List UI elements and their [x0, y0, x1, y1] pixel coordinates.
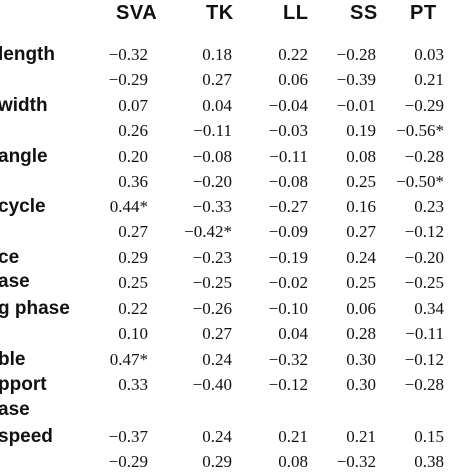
table-cell: −0.02 — [268, 273, 308, 292]
table-cell: 0.15 — [414, 427, 444, 446]
table-cell: −0.19 — [268, 248, 308, 267]
table-cell: −0.28 — [404, 147, 444, 166]
table-cell: −0.40 — [192, 375, 232, 394]
table-cell: −0.28 — [336, 45, 376, 64]
table-cell: −0.03 — [268, 121, 308, 140]
table-cell: −0.37 — [108, 427, 148, 446]
row-label: ce — [0, 247, 20, 268]
table-cell: 0.28 — [346, 324, 376, 343]
table-cell: 0.29 — [118, 248, 148, 267]
table-cell: −0.50* — [396, 172, 444, 191]
row-label: g phase — [0, 298, 70, 319]
table-cell: 0.06 — [346, 299, 376, 318]
row-label: length — [0, 44, 55, 65]
table-cell: 0.21 — [346, 427, 376, 446]
table-cell: −0.12 — [404, 222, 444, 241]
table-cell: −0.26 — [192, 299, 232, 318]
table-cell: 0.26 — [118, 121, 148, 140]
table-cell: 0.27 — [118, 222, 148, 241]
table-cell: 0.27 — [346, 222, 376, 241]
table-cell: 0.22 — [118, 299, 148, 318]
table-cell: 0.25 — [346, 172, 376, 191]
table-cell: −0.12 — [404, 350, 444, 369]
table-cell: 0.24 — [346, 248, 376, 267]
table-cell: 0.23 — [414, 197, 444, 216]
table-cell: 0.22 — [278, 45, 308, 64]
column-header-tk: TK — [206, 2, 234, 24]
row-label: cycle — [0, 196, 46, 217]
table-cell: −0.20 — [192, 172, 232, 191]
table-cell: −0.25 — [404, 273, 444, 292]
table-cell: 0.03 — [414, 45, 444, 64]
table-cell: 0.25 — [118, 273, 148, 292]
table-cell: −0.01 — [336, 96, 376, 115]
table-cell: 0.24 — [202, 427, 232, 446]
row-label: ase — [0, 399, 30, 420]
table-cell: 0.25 — [346, 273, 376, 292]
row-label: ble — [0, 349, 26, 370]
table-cell: −0.08 — [268, 172, 308, 191]
table-cell: 0.34 — [414, 299, 444, 318]
table-cell: −0.29 — [108, 452, 148, 471]
table-cell: −0.32 — [268, 350, 308, 369]
table-cell: −0.10 — [268, 299, 308, 318]
column-header-ss: SS — [350, 2, 378, 24]
table-cell: 0.30 — [346, 375, 376, 394]
table-cell: −0.25 — [192, 273, 232, 292]
table-cell: 0.29 — [202, 452, 232, 471]
table-cell: −0.04 — [268, 96, 308, 115]
table-cell: 0.27 — [202, 324, 232, 343]
table-cell: 0.33 — [118, 375, 148, 394]
table-cell: 0.44* — [109, 197, 148, 216]
table-cell: 0.07 — [118, 96, 148, 115]
table-cell: 0.36 — [118, 172, 148, 191]
column-header-pt: PT — [410, 2, 437, 24]
table-cell: −0.42* — [184, 222, 232, 241]
table-cell: 0.30 — [346, 350, 376, 369]
table-cell: −0.27 — [268, 197, 308, 216]
table-cell: −0.33 — [192, 197, 232, 216]
table-cell: 0.27 — [202, 70, 232, 89]
table-cell: 0.21 — [278, 427, 308, 446]
column-header-sva: SVA — [116, 2, 158, 24]
table-cell: 0.04 — [278, 324, 308, 343]
table-cell: 0.47* — [109, 350, 148, 369]
table-cell: −0.09 — [268, 222, 308, 241]
table-cell: −0.32 — [108, 45, 148, 64]
table-cell: −0.11 — [193, 121, 232, 140]
table-cell: −0.39 — [336, 70, 376, 89]
table-cell: −0.28 — [404, 375, 444, 394]
column-header-ll: LL — [283, 2, 309, 24]
table-cell: 0.18 — [202, 45, 232, 64]
table-cell: −0.08 — [192, 147, 232, 166]
table-cell: −0.23 — [192, 248, 232, 267]
row-label: width — [0, 95, 48, 116]
table-cell: 0.04 — [202, 96, 232, 115]
table-cell: 0.08 — [346, 147, 376, 166]
table-cell: 0.10 — [118, 324, 148, 343]
table-cell: 0.06 — [278, 70, 308, 89]
table-cell: −0.11 — [269, 147, 308, 166]
table-cell: −0.56* — [396, 121, 444, 140]
row-label: pport — [0, 374, 47, 395]
table-cell: −0.12 — [268, 375, 308, 394]
table-cell: −0.29 — [108, 70, 148, 89]
table-cell: −0.32 — [336, 452, 376, 471]
row-label: speed — [0, 426, 53, 447]
table-cell: 0.24 — [202, 350, 232, 369]
row-label: angle — [0, 146, 48, 167]
table-cell: −0.20 — [404, 248, 444, 267]
table-cell: −0.11 — [405, 324, 444, 343]
table-cell: 0.38 — [414, 452, 444, 471]
table-cell: −0.29 — [404, 96, 444, 115]
table-cell: 0.21 — [414, 70, 444, 89]
table-cell: 0.20 — [118, 147, 148, 166]
table-cell: 0.16 — [346, 197, 376, 216]
table-cell: 0.19 — [346, 121, 376, 140]
table-cell: 0.08 — [278, 452, 308, 471]
row-label: ase — [0, 271, 30, 292]
